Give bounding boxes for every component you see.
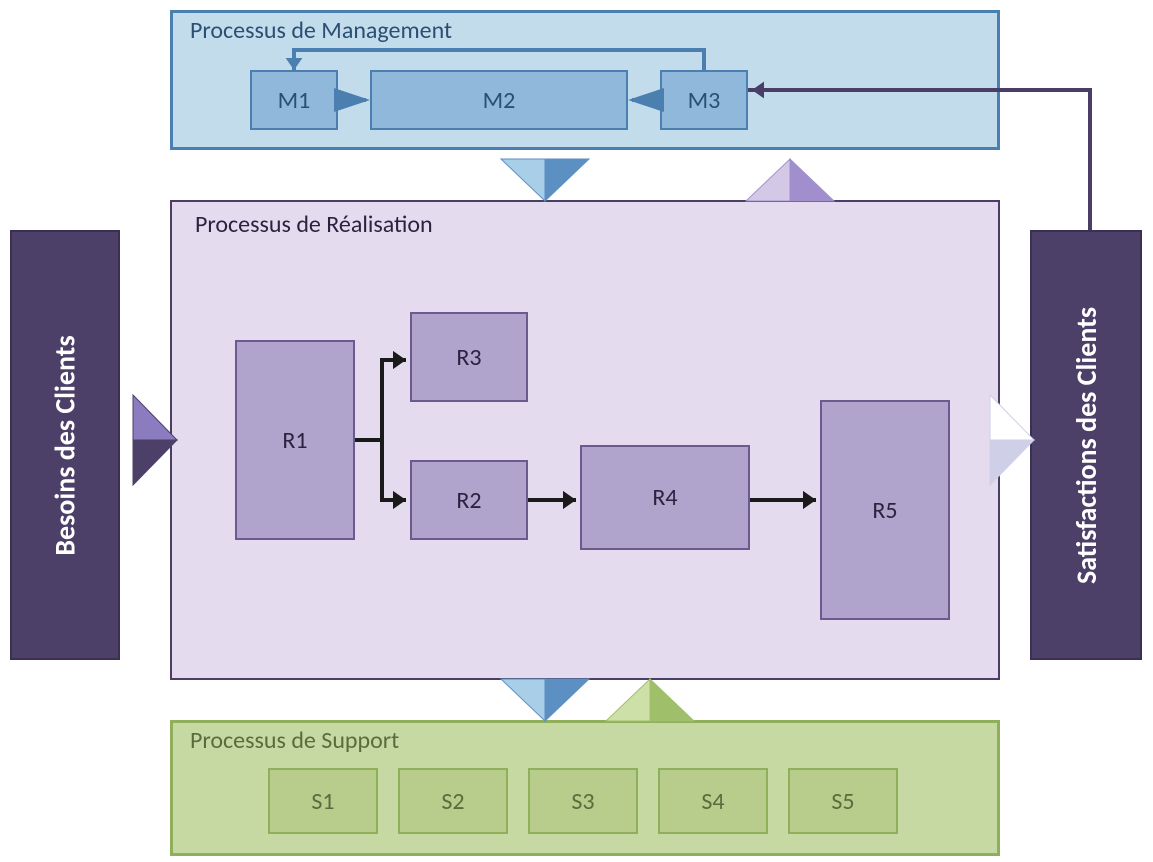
realisation-panel-title: Processus de Réalisation bbox=[195, 210, 433, 239]
support-panel-title: Processus de Support bbox=[190, 726, 399, 755]
node-r4: R4 bbox=[580, 445, 750, 550]
node-m1: M1 bbox=[250, 70, 338, 130]
node-r1: R1 bbox=[235, 340, 355, 540]
node-r5: R5 bbox=[820, 400, 950, 620]
left-side-panel: Besoins des Clients bbox=[10, 230, 120, 660]
right-side-panel: Satisfactions des Clients bbox=[1030, 230, 1142, 660]
node-m2: M2 bbox=[370, 70, 628, 130]
real-to-supp-down-tri bbox=[501, 679, 589, 721]
management-panel-title: Processus de Management bbox=[190, 16, 452, 45]
supp-to-real-up-tri bbox=[606, 679, 694, 721]
node-s5: S5 bbox=[788, 768, 898, 834]
node-s1: S1 bbox=[268, 768, 378, 834]
real-to-mgmt-up-tri bbox=[746, 159, 834, 201]
right-side-panel-label: Satisfactions des Clients bbox=[1069, 307, 1104, 584]
mgmt-to-real-down-tri bbox=[501, 159, 589, 201]
node-m3: M3 bbox=[660, 70, 748, 130]
left-side-panel-label: Besoins des Clients bbox=[48, 335, 83, 555]
node-r2: R2 bbox=[410, 460, 528, 540]
process-map-diagram: Processus de Management Processus de Réal… bbox=[0, 0, 1153, 862]
node-s2: S2 bbox=[398, 768, 508, 834]
node-r3: R3 bbox=[410, 312, 528, 402]
node-s4: S4 bbox=[658, 768, 768, 834]
node-s3: S3 bbox=[528, 768, 638, 834]
